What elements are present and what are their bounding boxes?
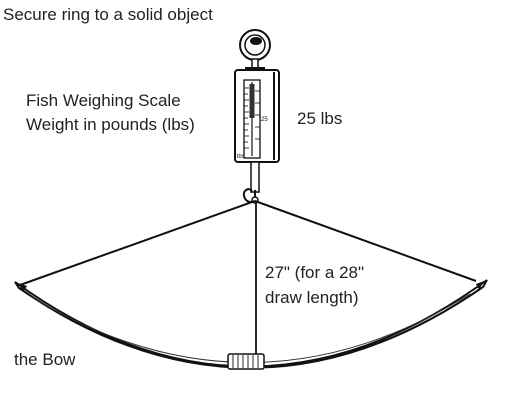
scale-units-label: Weight in pounds (lbs) bbox=[26, 115, 195, 134]
length-label-line2: draw length) bbox=[265, 288, 359, 307]
secure-ring-label: Secure ring to a solid object bbox=[3, 5, 213, 24]
weight-reading-label: 25 lbs bbox=[297, 109, 343, 128]
length-label-line1: 27" (for a 28" bbox=[265, 263, 365, 282]
bow-label: the Bow bbox=[14, 350, 76, 369]
scale-hook bbox=[242, 161, 260, 204]
bow-grip bbox=[227, 353, 265, 370]
bow-limb bbox=[14, 279, 488, 370]
scale-marking: 25 bbox=[261, 117, 268, 123]
hanging-ring bbox=[239, 29, 271, 70]
bow-string bbox=[19, 200, 477, 286]
scale-unit-mark: lbs bbox=[237, 154, 245, 160]
scale-title-label: Fish Weighing Scale bbox=[26, 91, 181, 110]
fish-scale-body: 25 lbs bbox=[234, 69, 280, 163]
